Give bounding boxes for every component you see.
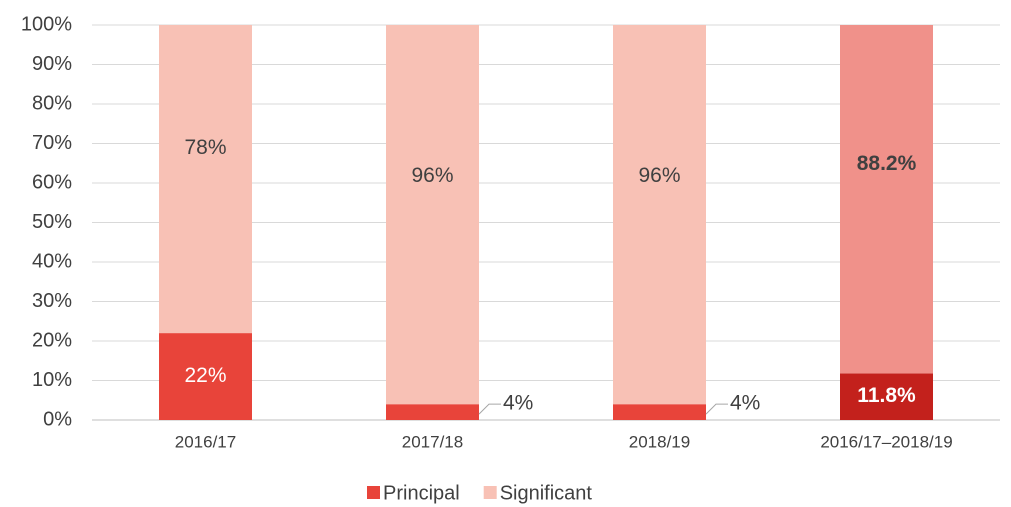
data-label: 11.8% [857,384,916,407]
y-tick-label: 0% [43,408,72,430]
leader-line [705,403,728,415]
legend-swatch [483,486,497,499]
bar-segment [840,25,933,374]
x-tick-label: 2016/17–2018/19 [820,432,952,451]
y-tick-label: 100% [21,13,72,35]
data-label: 88.2% [857,152,917,175]
bar-segment [840,373,933,420]
bar-segment [159,333,252,420]
data-label: 4% [730,392,760,415]
bar-segment [386,404,479,420]
data-label: 22% [184,364,226,387]
leader-line [478,403,501,415]
y-tick-label: 80% [32,92,72,114]
y-tick-label: 60% [32,171,72,193]
legend-label: Principal [383,482,460,504]
y-tick-label: 50% [32,211,72,233]
y-tick-label: 10% [32,369,72,391]
data-label: 96% [638,164,680,187]
x-tick-label: 2017/18 [402,432,463,451]
y-tick-label: 30% [32,290,72,312]
data-label: 96% [411,164,453,187]
legend-label: Significant [500,482,593,504]
y-tick-label: 20% [32,329,72,351]
y-tick-label: 90% [32,53,72,75]
data-label: 4% [503,392,533,415]
y-tick-label: 40% [32,250,72,272]
bar-segment [613,404,706,420]
bar-segment [386,25,479,405]
y-tick-label: 70% [32,132,72,154]
x-tick-label: 2016/17 [175,432,236,451]
x-tick-label: 2018/19 [629,432,690,451]
data-label: 78% [184,136,226,159]
bar-segment [159,25,252,334]
bar-segment [613,25,706,405]
legend-swatch [367,486,380,499]
